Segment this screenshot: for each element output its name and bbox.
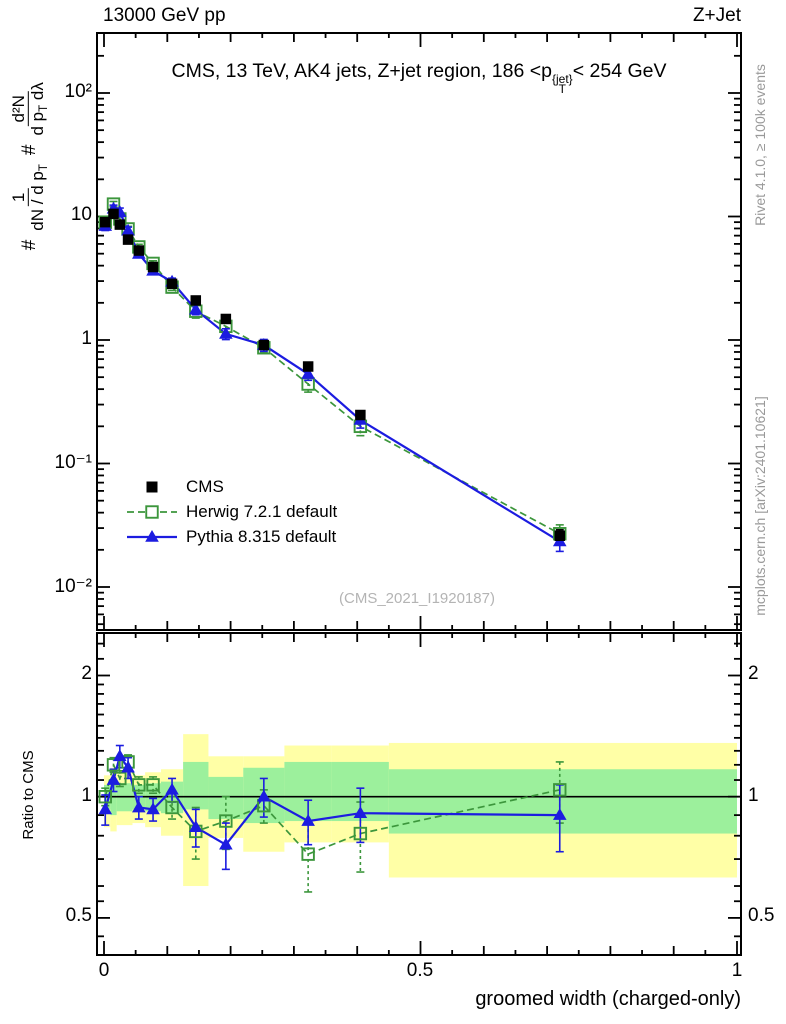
cms-marker xyxy=(355,409,366,421)
cms-marker xyxy=(133,245,145,256)
pythia-ratio-marker xyxy=(132,800,146,813)
rivet-version-note: Rivet 4.1.0, ≥ 100k events xyxy=(752,64,768,226)
legend-label-herwig: Herwig 7.2.1 default xyxy=(186,502,338,521)
hash-symbol: # xyxy=(19,144,40,156)
xtick-0: 0 xyxy=(98,960,110,981)
process-label: Z+Jet xyxy=(692,5,741,26)
panel-title-text: CMS, 13 TeV, AK4 jets, Z+jet region, 186… xyxy=(171,60,553,82)
ytick-0p01: 10⁻² xyxy=(54,576,93,597)
panel-title-superscript: {jet} xyxy=(552,72,573,86)
main-y-axis-title: # 1 dN / d pT # d²N d pT dλ xyxy=(0,82,200,250)
cms-inner-uncertainty-band xyxy=(183,761,209,810)
pythia-marker xyxy=(301,367,315,379)
cms-marker xyxy=(108,208,119,220)
ytick-1: 1 xyxy=(81,328,92,349)
ratio-ytick-0p5-left: 0.5 xyxy=(65,905,92,926)
pythia-marker xyxy=(188,302,203,315)
pythia-marker xyxy=(219,326,233,339)
xtick-1: 1 xyxy=(731,960,743,981)
herwig-ratio-marker xyxy=(301,847,315,861)
herwig-ratio-marker xyxy=(165,800,179,815)
ratio-ytick-1-left: 1 xyxy=(81,785,92,806)
cms-marker xyxy=(554,530,566,542)
pythia-ratio-marker xyxy=(165,782,179,795)
main-panel-frame xyxy=(96,32,742,631)
ytick-100: 10² xyxy=(64,81,92,102)
cms-marker xyxy=(220,313,232,325)
cms-marker xyxy=(147,261,159,273)
pythia-ratio-marker xyxy=(146,802,160,815)
herwig-ratio-marker xyxy=(132,778,146,792)
legend-cms-marker-icon xyxy=(146,481,158,493)
herwig-ratio-marker xyxy=(353,826,368,841)
pythia-ratio-marker xyxy=(113,749,127,762)
herwig-ratio-marker xyxy=(219,814,233,828)
ratio-panel-frame xyxy=(96,632,742,956)
ratio-ytick-2-right: 2 xyxy=(748,663,759,684)
legend-label-pythia: Pythia 8.315 default xyxy=(186,527,337,546)
herwig-ratio-marker xyxy=(146,778,160,792)
pythia-ratio-marker xyxy=(353,806,368,818)
legend-herwig-marker-icon xyxy=(145,505,159,519)
ytick-0p1: 10⁻¹ xyxy=(54,452,93,473)
cms-marker xyxy=(258,339,270,351)
pythia-ratio-marker xyxy=(552,808,567,820)
cms-marker xyxy=(114,219,126,230)
pythia-ratio-marker xyxy=(219,837,233,850)
ratio-ytick-0p5-right: 0.5 xyxy=(748,905,775,926)
cms-marker xyxy=(166,278,178,290)
cms-marker xyxy=(100,216,111,228)
pythia-ratio-marker xyxy=(106,773,121,785)
cms-marker xyxy=(190,295,202,306)
hash-symbol: # xyxy=(19,239,40,251)
cms-inner-uncertainty-band xyxy=(110,780,117,816)
mcplots-arxiv-note: mcplots.cern.ch [arXiv:2401.10621] xyxy=(752,396,768,616)
pythia-ratio-marker xyxy=(121,760,135,773)
cms-marker xyxy=(302,361,314,372)
cms-inner-uncertainty-band xyxy=(388,769,737,834)
pythia-ratio-marker xyxy=(188,820,203,832)
pythia-ratio-marker xyxy=(257,789,271,802)
cms-marker xyxy=(122,234,134,245)
legend-pythia-marker-icon xyxy=(145,530,159,542)
herwig-ratio-marker xyxy=(106,758,121,772)
herwig-ratio-marker xyxy=(553,783,567,797)
pt-jet-subsup: {jet} T xyxy=(552,72,573,96)
xtick-0p5: 0.5 xyxy=(406,960,434,981)
panel-title-text-end: < 254 GeV xyxy=(572,60,667,82)
ratio-ytick-2-left: 2 xyxy=(81,663,92,684)
analysis-id-watermark: (CMS_2021_I1920187) xyxy=(339,590,495,607)
beam-energy-label: 13000 GeV pp xyxy=(103,5,226,26)
panel-title-subscript: T xyxy=(558,81,567,96)
legend-label-cms: CMS xyxy=(186,477,224,496)
ratio-ytick-1-right: 1 xyxy=(748,785,759,806)
ytick-10: 10 xyxy=(70,204,92,225)
x-axis-title: groomed width (charged-only) xyxy=(475,988,741,1010)
pythia-ratio-marker xyxy=(98,802,113,815)
panel-title: CMS, 13 TeV, AK4 jets, Z+jet region, 186… xyxy=(97,60,741,94)
pythia-marker xyxy=(121,223,135,236)
pythia-ratio-marker xyxy=(301,814,315,826)
